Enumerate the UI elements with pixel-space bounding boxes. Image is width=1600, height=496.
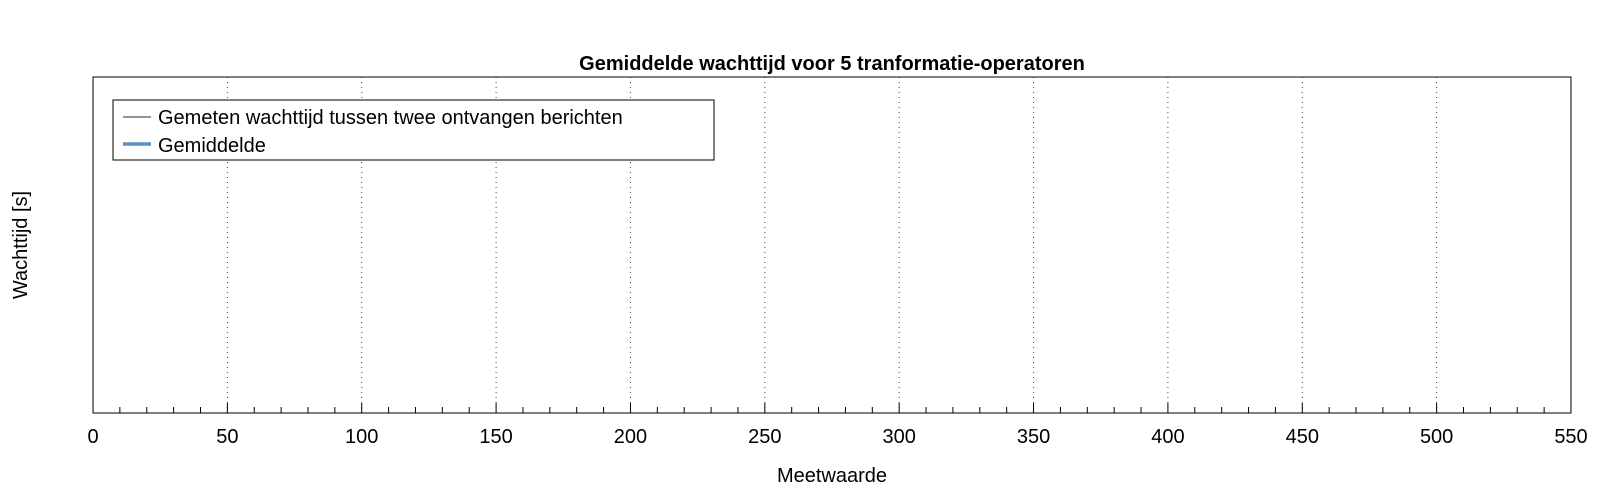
x-tick-label: 350	[1017, 426, 1050, 448]
x-tick-label: 0	[87, 426, 98, 448]
legend: Gemeten wachttijd tussen twee ontvangen …	[112, 99, 715, 161]
x-tick-label: 500	[1420, 426, 1453, 448]
legend-label-average: Gemiddelde	[158, 135, 266, 157]
x-tick-label: 550	[1554, 426, 1587, 448]
x-axis: 0 50 100 150 200 250 300 350 400 450 500 550	[87, 403, 1588, 448]
x-tick-label: 50	[216, 426, 238, 448]
x-tick-label: 400	[1151, 426, 1184, 448]
legend-box	[112, 99, 715, 161]
x-axis-label: Meetwaarde	[777, 465, 887, 487]
x-tick-label: 250	[748, 426, 781, 448]
x-tick-label: 150	[479, 426, 512, 448]
x-tick-label: 200	[614, 426, 647, 448]
x-tick-label: 450	[1286, 426, 1319, 448]
chart-title: Gemiddelde wachttijd voor 5 tranformatie…	[579, 53, 1085, 75]
x-tick-label: 300	[882, 426, 915, 448]
plot-area	[92, 76, 1572, 414]
y-axis-label: Wachttijd [s]	[10, 191, 32, 299]
x-tick-label: 100	[345, 426, 378, 448]
legend-label-measured: Gemeten wachttijd tussen twee ontvangen …	[158, 107, 623, 129]
